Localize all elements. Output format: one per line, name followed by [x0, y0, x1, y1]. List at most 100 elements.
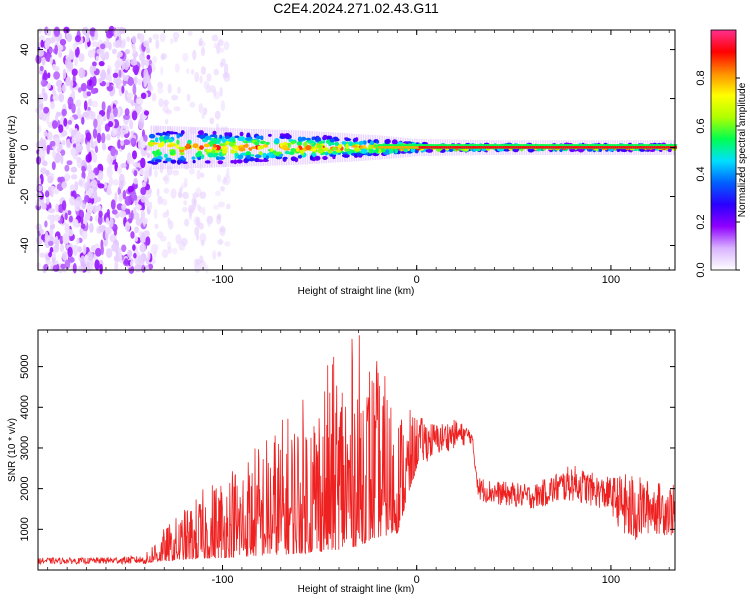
spectrogram-noise-blob	[121, 85, 125, 94]
spectrogram-noise-blob	[77, 87, 82, 93]
spectrogram-noise-blob	[45, 169, 50, 176]
spectrogram-noise-blob	[217, 239, 224, 245]
spectrogram-noise-blob	[39, 228, 45, 235]
spectrogram-noise-blob	[195, 259, 202, 265]
spectrogram-noise-blob	[73, 244, 79, 252]
colorbar-label: Normalized spectral amplitude	[737, 82, 748, 217]
spectrogram-ridge-halo	[292, 130, 295, 165]
spectrogram-ridge-core	[618, 146, 621, 149]
spectrogram-ridge-core	[381, 146, 384, 149]
spectrogram-noise-blob	[95, 247, 102, 257]
spectrogram-ridge-halo	[313, 131, 316, 164]
spectrogram-ridge-halo	[155, 125, 157, 170]
spectrogram-noise-blob	[36, 192, 43, 199]
spectrogram-noise-blob	[74, 57, 78, 67]
spectrogram-noise-blob	[66, 33, 72, 43]
spectrogram-ridge-core	[519, 146, 522, 149]
spectrogram-noise-blob	[62, 233, 69, 245]
spectrogram-ridge-core	[587, 146, 590, 149]
spectrogram-noise-blob	[131, 110, 138, 121]
spectrogram-ridge-halo	[220, 127, 223, 168]
spectrogram-noise-blob	[104, 51, 110, 60]
spectrogram-ridge-core	[509, 146, 512, 149]
spectrogram-noise-blob	[98, 225, 106, 233]
spectrogram-noise-blob	[122, 189, 127, 200]
spectrogram-noise-blob	[60, 154, 64, 165]
spectrogram-noise-blob	[133, 177, 138, 185]
spectrogram-ridge-blob	[225, 140, 230, 145]
spectrogram-noise-blob	[154, 223, 159, 229]
spectrogram-noise-blob	[162, 104, 169, 114]
spectrogram-noise-blob	[47, 72, 51, 79]
spectrogram-noise-blob	[71, 137, 76, 145]
spectrogram-ridge-blob	[329, 138, 335, 143]
spectrogram-ridge-blob	[309, 155, 313, 161]
spectrogram-noise-blob	[105, 226, 112, 235]
spectrogram-ridge-core	[531, 146, 534, 149]
spectrogram-ridge-core	[537, 146, 540, 149]
spectrogram-noise-blob	[177, 86, 181, 94]
snr-ytick-label: 4000	[19, 395, 31, 419]
spectrogram-noise-blob	[92, 204, 98, 214]
colorbar-gradient	[710, 29, 737, 271]
spectrogram-noise-blob	[86, 91, 92, 97]
spectrogram-ridge-core	[401, 146, 404, 149]
spectrogram-noise-blob	[155, 39, 160, 50]
spectrogram-ridge-halo	[162, 125, 164, 170]
spectrogram-ridge-core	[597, 146, 600, 149]
spectrogram-ridge-blob	[216, 139, 221, 144]
spectrogram-noise-blob	[207, 217, 211, 228]
spectrogram-noise-blob	[108, 176, 113, 187]
spectrogram-noise-blob	[93, 118, 98, 129]
spectrogram-ridge-core	[488, 146, 491, 149]
spectrogram-noise-blob	[194, 226, 200, 237]
spectrogram-noise-blob	[90, 88, 97, 95]
spectrogram-ridge-halo	[153, 125, 155, 170]
spectrogram-ridge-halo	[229, 128, 232, 167]
spectrogram-noise-blob	[179, 186, 183, 192]
spectrogram-noise-blob	[51, 161, 56, 171]
spectrogram-noise-blob	[219, 87, 223, 97]
spectrogram-noise-blob	[61, 84, 67, 93]
spectrogram-noise-blob	[58, 51, 63, 58]
spectrogram-noise-blob	[192, 49, 197, 61]
spectrogram-ridge-blob	[360, 148, 368, 154]
spectrogram-ridge-blob	[328, 141, 332, 147]
spectrogram-ridge-blob	[254, 154, 262, 159]
spectrogram-ridge-halo	[169, 126, 171, 169]
spectrogram-ridge-core	[511, 146, 514, 149]
spectrogram-noise-blob	[52, 90, 57, 97]
spectrogram-noise-blob	[70, 147, 77, 157]
spectrogram-ridge-core	[387, 146, 390, 149]
spectrogram-ridge-core	[455, 146, 458, 149]
spectrogram-xtick-label: 100	[602, 274, 620, 286]
spectrogram-noise-blob	[146, 152, 151, 159]
spectrogram-ridge-blob	[239, 131, 244, 137]
spectrogram-ridge-blob	[284, 150, 290, 155]
spectrogram-noise-blob	[130, 260, 134, 267]
spectrogram-ridge-blob	[284, 133, 291, 139]
spectrogram-noise-blob	[188, 168, 195, 175]
spectrogram-noise-blob	[127, 76, 134, 86]
spectrogram-ridge-blob	[192, 159, 196, 164]
spectrogram-ridge-core	[428, 146, 431, 149]
spectrogram-ridge-blob	[175, 144, 180, 149]
spectrogram-noise-blob	[59, 243, 65, 253]
spectrogram-noise-blob	[60, 263, 66, 270]
spectrogram-ridge-blob	[207, 152, 214, 158]
spectrogram-ridge-blob	[287, 143, 291, 148]
spectrogram-ridge-core	[626, 146, 629, 149]
spectrogram-ridge-blob	[192, 143, 199, 149]
spectrogram-noise-blob	[94, 30, 99, 41]
spectrogram-ridge-blob	[218, 156, 226, 160]
spectrogram-ridge-blob	[290, 148, 297, 152]
spectrogram-ridge-core	[403, 146, 406, 149]
spectrogram-noise-blob	[88, 79, 92, 86]
spectrogram-noise-blob	[105, 217, 110, 225]
spectrogram-noise-blob	[87, 183, 91, 189]
spectrogram-ridge-blob	[242, 140, 250, 144]
spectrogram-noise-blob	[88, 172, 96, 180]
spectrogram-noise-blob	[106, 188, 112, 196]
spectrogram-noise-blob	[40, 79, 47, 87]
spectrogram-noise-blob	[64, 212, 68, 221]
